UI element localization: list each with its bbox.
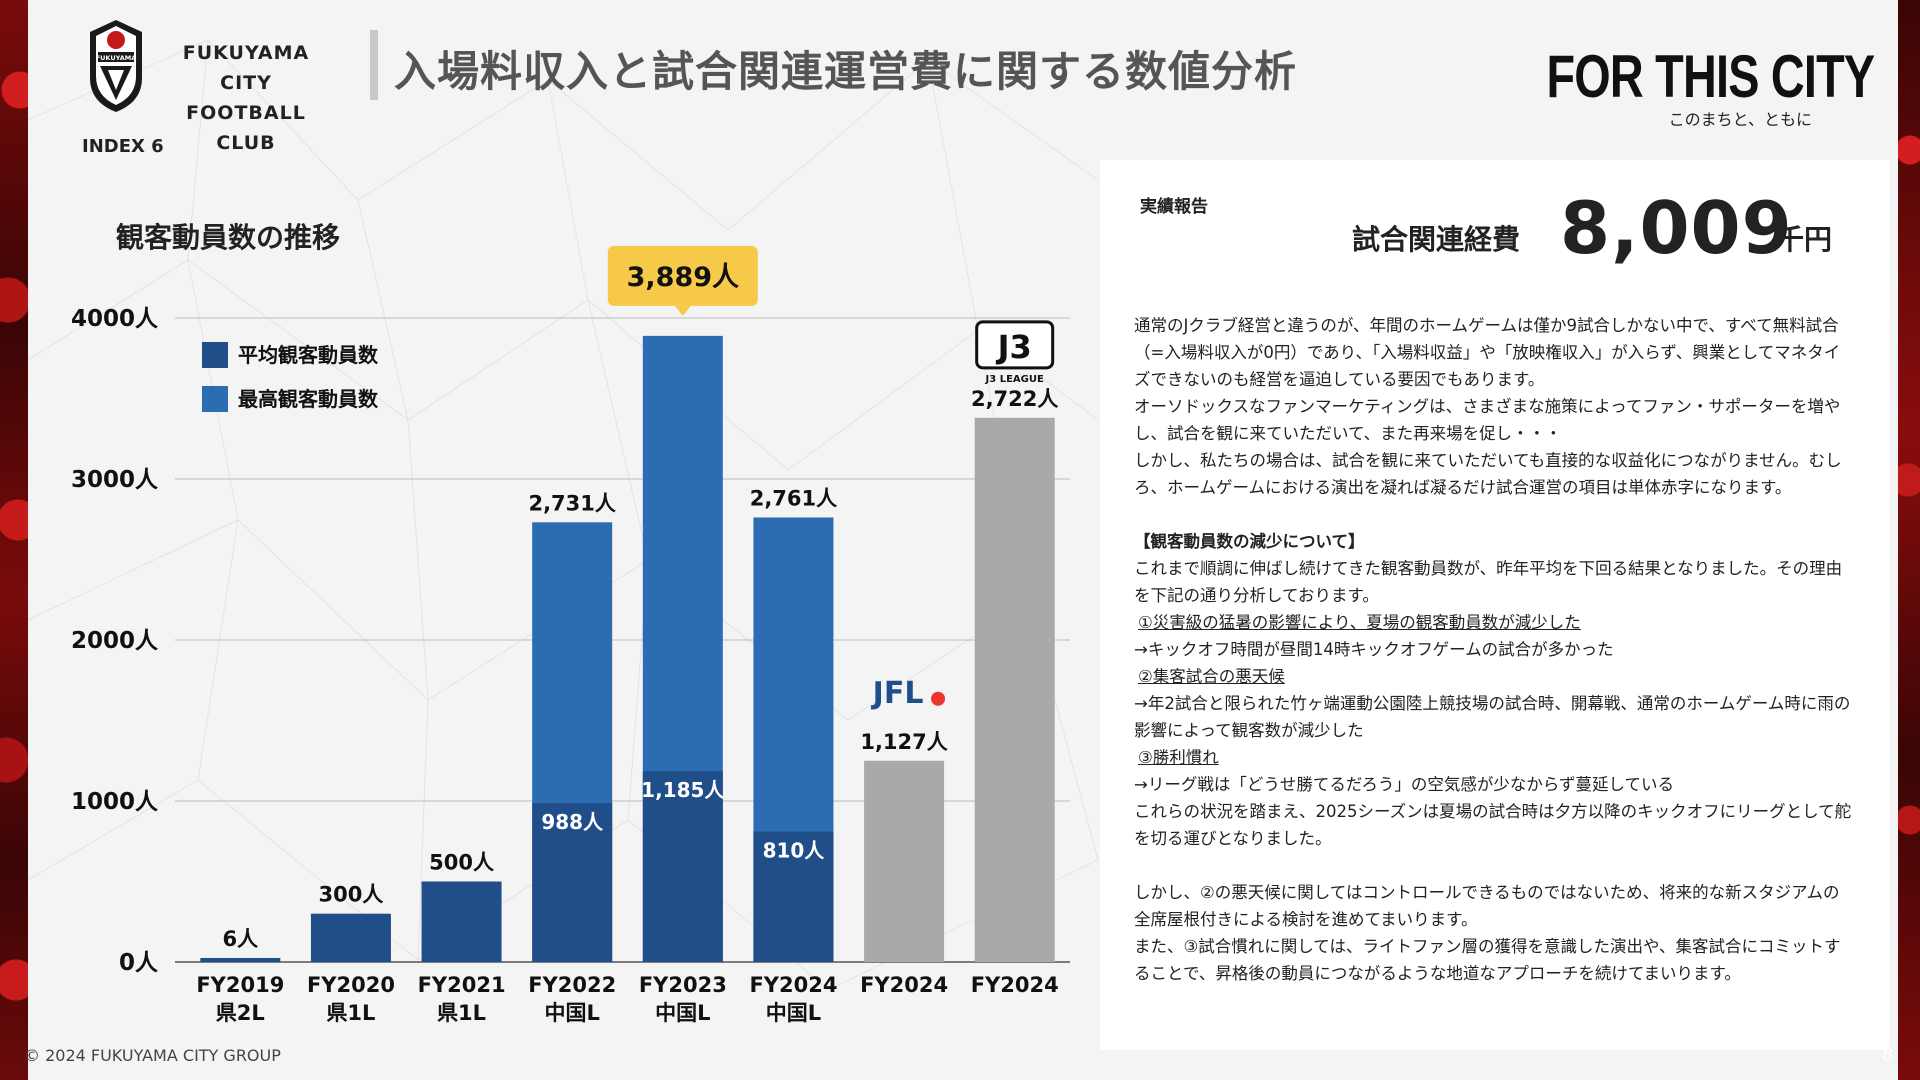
x-tick-label: FY2021: [418, 973, 506, 997]
jfl-logo-text: JFL: [871, 676, 924, 711]
highlight-callout-pointer: [674, 305, 691, 316]
bar-data-label: 6人: [223, 927, 259, 951]
paragraph: →リーグ戦は「どうせ勝てるだろう」の空気感が少なからず蔓延している: [1134, 775, 1675, 794]
title-accent-bar: [370, 30, 378, 100]
paragraph: 通常のJクラブ経営と違うのが、年間のホームゲームは僅か9試合しかない中で、すべて…: [1134, 316, 1841, 389]
x-tick-label: FY2024: [749, 973, 837, 997]
bar-avg-attendance: [532, 802, 613, 962]
y-tick-label: 4000人: [71, 306, 159, 332]
report-body: 通常のJクラブ経営と違うのが、年間のホームゲームは僅か9試合しかない中で、すべて…: [1134, 312, 1854, 987]
x-tick-sublabel: 中国L: [655, 1001, 710, 1025]
club-logo: FUKUYAMA: [90, 20, 142, 112]
bar-avg-attendance: [642, 771, 723, 962]
bar-inner-label: 1,185人: [641, 778, 725, 802]
bar-inner-label: 988人: [541, 810, 604, 834]
jfl-logo-ball: [931, 691, 946, 706]
section-heading: 【観客動員数の減少について】: [1134, 532, 1365, 551]
y-tick-label: 0人: [119, 950, 159, 976]
paragraph: [1134, 501, 1854, 528]
legend-label: 平均観客動員数: [238, 343, 379, 367]
report-panel: 実績報告 試合関連経費 8,009 千円 通常のJクラブ経営と違うのが、年間のホ…: [1100, 160, 1890, 1050]
x-tick-label: FY2020: [307, 973, 395, 997]
bar-avg-attendance: [421, 881, 502, 962]
bar-data-label: 500人: [429, 851, 494, 875]
legend-swatch: [202, 386, 228, 412]
x-tick-sublabel: 中国L: [544, 1001, 599, 1025]
report-label: 実績報告: [1140, 197, 1208, 217]
page-title: 入場料収入と試合関連運営費に関する数値分析: [394, 47, 1298, 96]
paragraph: また、③試合慣れに関しては、ライトファン層の獲得を意識した演出や、集客試合にコミ…: [1134, 937, 1841, 983]
club-name-line1: FUKUYAMA CITY: [182, 42, 310, 94]
slogan-subtitle: このまちと、ともに: [1668, 110, 1812, 129]
bar-avg-attendance: [753, 831, 834, 962]
j3-logo-caption: J3 LEAGUE: [985, 374, 1044, 385]
slogan: FOR THIS CITY: [1546, 43, 1875, 110]
bar-data-label: 1,127人: [860, 730, 947, 754]
cost-value: 8,009: [1560, 186, 1793, 270]
paragraph: しかし、②の悪天候に関してはコントロールできるものではないため、将来的な新スタジ…: [1134, 883, 1840, 929]
paragraph: →キックオフ時間が昼間14時キックオフゲームの試合が多かった: [1134, 640, 1614, 659]
x-tick-label: FY2024: [860, 973, 948, 997]
paragraph: これらの状況を踏まえ、2025シーズンは夏場の試合時は夕方以降のキックオフにリー…: [1134, 802, 1852, 848]
y-tick-label: 3000人: [71, 467, 159, 493]
x-tick-label: FY2024: [971, 973, 1059, 997]
reason-heading: ③勝利慣れ: [1138, 748, 1219, 767]
bar-data-label: 2,731人: [528, 491, 615, 515]
rose-decoration-left: [0, 0, 28, 1080]
rose-decoration-right: [1898, 0, 1920, 1080]
y-tick-label: 2000人: [71, 628, 159, 654]
paragraph: しかし、私たちの場合は、試合を観に来ていただいても直接的な収益化につながりません…: [1134, 451, 1842, 497]
bar-avg-attendance: [200, 958, 281, 962]
highlight-callout: [607, 245, 758, 306]
x-tick-sublabel: 県1L: [437, 1001, 486, 1025]
copyright: © 2024 FUKUYAMA CITY GROUP: [24, 1046, 281, 1065]
bar-data-label: 2,722人: [971, 387, 1058, 411]
chart-title: 観客動員数の推移: [116, 221, 341, 254]
j3-logo-text: J3: [996, 328, 1032, 366]
bar-data-label: 300人: [319, 883, 384, 907]
bar-data-label: 2,761人: [750, 486, 837, 510]
club-name: FUKUYAMA CITY FOOTBALL CLUB: [158, 38, 334, 158]
j3-logo-frame: [975, 320, 1055, 370]
x-tick-sublabel: 県2L: [216, 1001, 265, 1025]
legend-swatch: [202, 342, 228, 368]
bar-projection: [974, 417, 1055, 962]
club-name-line2: FOOTBALL CLUB: [186, 102, 306, 154]
reason-heading: ②集客試合の悪天候: [1138, 667, 1285, 686]
paragraph: →年2試合と限られた竹ヶ端運動公園陸上競技場の試合時、開幕戦、通常のホームゲーム…: [1134, 694, 1851, 740]
y-tick-label: 1000人: [71, 789, 159, 815]
page-number: 8: [1882, 1044, 1894, 1065]
x-tick-label: FY2022: [528, 973, 616, 997]
bar-avg-attendance: [310, 913, 391, 962]
legend-label: 最高観客動員数: [238, 387, 379, 411]
bar-projection: [864, 760, 945, 962]
paragraph: [1134, 852, 1854, 879]
bar-inner-label: 810人: [763, 839, 826, 863]
highlight-value-label: 3,889人: [627, 262, 739, 293]
x-tick-label: FY2023: [639, 973, 727, 997]
reason-heading: ①災害級の猛暑の影響により、夏場の観客動員数が減少した: [1138, 613, 1581, 632]
x-tick-sublabel: 中国L: [766, 1001, 821, 1025]
cost-unit: 千円: [1776, 223, 1833, 256]
paragraph: これまで順調に伸ばし続けてきた観客動員数が、昨年平均を下回る結果となりました。そ…: [1134, 559, 1843, 605]
index-label: INDEX 6: [82, 136, 164, 157]
attendance-bar-chart: 0人 1000人 2000人 3000人 4000人 6人 FY2019 県2L 300人 FY2…: [71, 245, 1070, 1025]
cost-label: 試合関連経費: [1352, 223, 1521, 256]
paragraph: オーソドックスなファンマーケティングは、さまざまな施策によってファン・サポーター…: [1134, 397, 1841, 443]
x-tick-sublabel: 県1L: [326, 1001, 375, 1025]
logo-lettering: FUKUYAMA: [96, 54, 137, 62]
x-tick-label: FY2019: [196, 973, 284, 997]
